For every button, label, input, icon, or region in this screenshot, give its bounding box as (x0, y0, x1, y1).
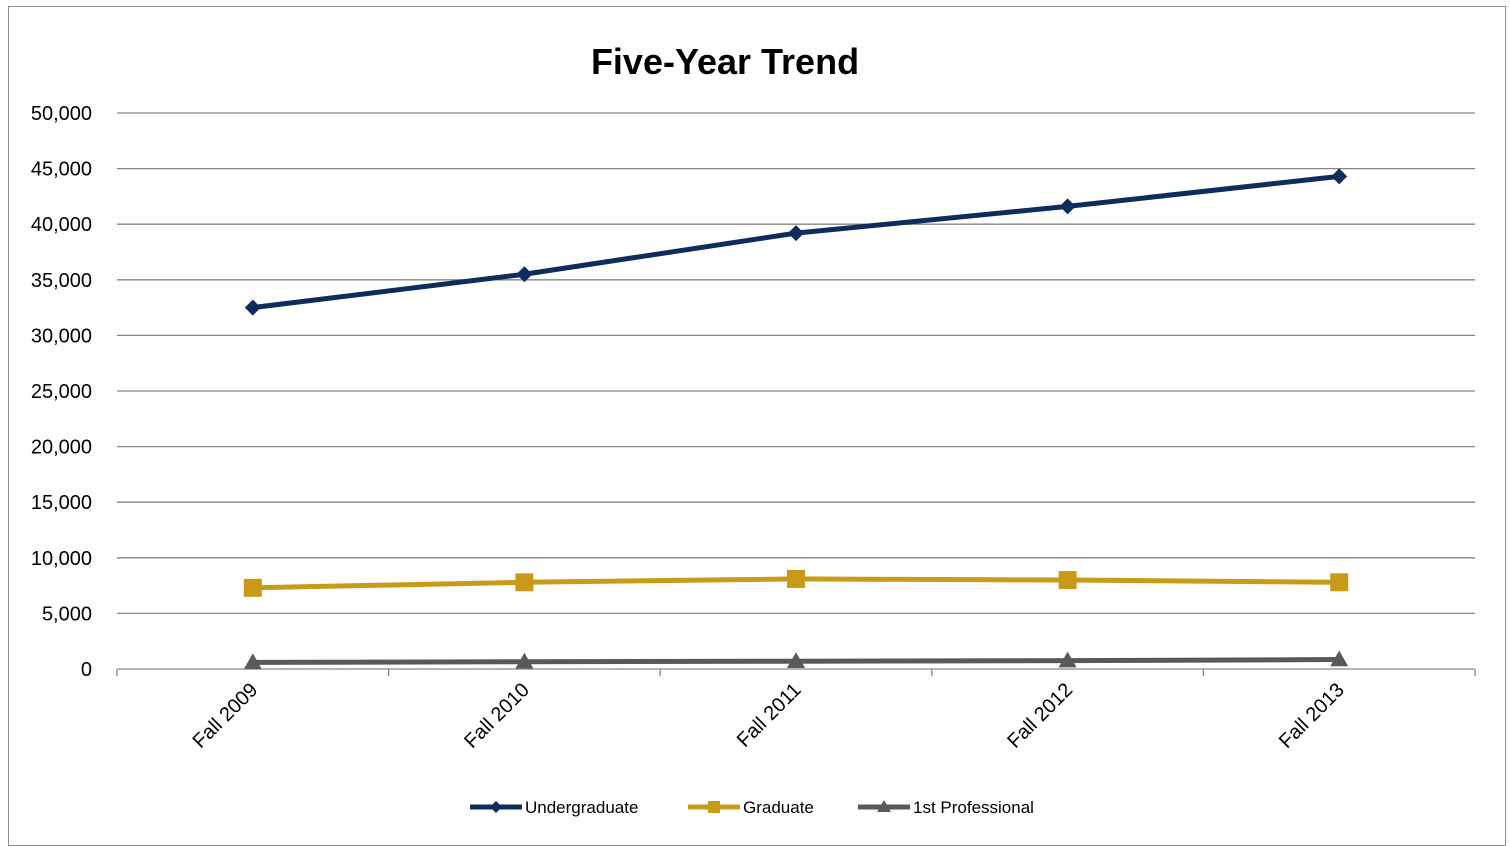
series-1st-professional (243, 650, 1349, 670)
data-point-diamond (1059, 198, 1076, 215)
data-point-square (243, 578, 262, 597)
data-point-diamond (788, 225, 804, 242)
x-axis-ticks: Fall 2009 Fall 2010 Fall 2011 Fall 2012 Fall… (116, 669, 1476, 753)
x-tick-label: Fall 2011 (733, 679, 806, 752)
data-point-diamond (516, 266, 533, 283)
legend-marker (490, 801, 502, 813)
y-tick-label: 45,000 (31, 159, 92, 181)
legend-label: Undergraduate (525, 798, 638, 817)
data-point-square (515, 573, 534, 592)
legend-item: Undergraduate (470, 798, 638, 817)
y-tick-label: 35,000 (31, 270, 92, 292)
legend: Undergraduate Graduate 1st Professional (470, 798, 1034, 817)
data-point-square (787, 569, 805, 588)
x-tick-label: Fall 2013 (1275, 679, 1349, 753)
series-undergraduate (244, 168, 1348, 316)
legend-label: 1st Professional (913, 798, 1034, 817)
data-point-square (1058, 571, 1077, 590)
x-tick-label: Fall 2010 (460, 679, 534, 753)
y-tick-label: 15,000 (31, 492, 92, 514)
data-point-triangle (243, 653, 262, 670)
x-tick-label: Fall 2009 (189, 679, 263, 753)
y-tick-label: 5,000 (42, 603, 92, 625)
chart-frame (8, 6, 1506, 846)
y-tick-label: 50,000 (31, 103, 92, 125)
chart-title: Five-Year Trend (591, 41, 859, 82)
legend-item: Graduate (688, 798, 814, 817)
y-tick-label: 25,000 (31, 381, 92, 403)
y-tick-label: 30,000 (31, 325, 92, 347)
data-point-triangle (1330, 650, 1349, 667)
data-point-diamond (1331, 168, 1348, 185)
y-tick-label: 0 (81, 659, 92, 681)
y-tick-label: 40,000 (31, 214, 92, 236)
x-tick-label: Fall 2012 (1003, 679, 1077, 753)
legend-item: 1st Professional (858, 798, 1034, 817)
series-group (243, 168, 1349, 670)
y-tick-label: 10,000 (31, 548, 92, 570)
data-point-triangle (515, 652, 534, 669)
data-point-square (1330, 573, 1349, 592)
y-axis-ticks: 0 5,000 10,000 15,000 20,000 25,000 30,000 35,0… (31, 103, 92, 681)
legend-label: Graduate (743, 798, 814, 817)
gridlines (117, 112, 1475, 670)
y-tick-label: 20,000 (31, 437, 92, 459)
data-point-diamond (244, 299, 261, 316)
data-point-triangle (787, 652, 805, 668)
series-line (252, 173, 1340, 311)
data-point-triangle (1058, 651, 1077, 668)
series-graduate (243, 569, 1349, 597)
legend-marker (708, 801, 720, 813)
legend-marker (877, 800, 891, 812)
